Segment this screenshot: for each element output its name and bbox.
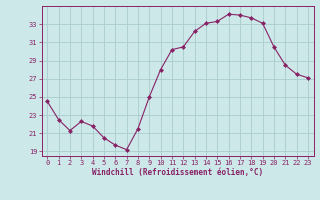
X-axis label: Windchill (Refroidissement éolien,°C): Windchill (Refroidissement éolien,°C): [92, 168, 263, 177]
